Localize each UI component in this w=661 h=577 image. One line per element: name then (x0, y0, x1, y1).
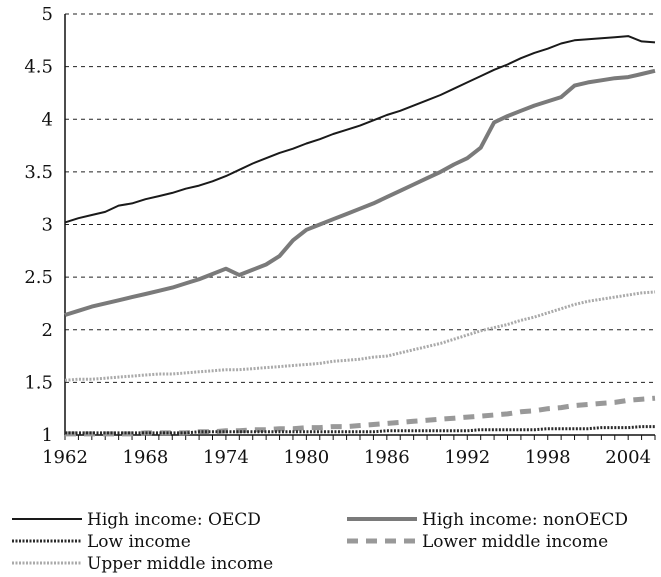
legend-label-high-income-oecd: High income: OECD (87, 510, 261, 530)
y-tick-label: 2.5 (24, 267, 53, 288)
y-tick-label: 3 (42, 215, 53, 236)
series-line-upper-middle-income (64, 290, 656, 382)
x-tick-label: 2004 (605, 447, 651, 468)
x-tick-label: 1992 (444, 447, 490, 468)
series-lines (64, 35, 656, 437)
x-tick-label: 1974 (203, 447, 249, 468)
x-tick-label: 1986 (364, 447, 410, 468)
y-tick-label: 1 (42, 425, 53, 446)
series-line-high-income-nonoecd (64, 68, 656, 317)
y-tick-labels: 1 1.5 2 2.5 3 3.5 4 4.5 5 (24, 4, 53, 446)
y-tick-label: 3.5 (24, 162, 53, 183)
series-line-low-income (65, 425, 655, 435)
y-tick-label: 2 (42, 320, 53, 341)
gridlines (65, 13, 655, 383)
y-tick-label: 4.5 (24, 57, 53, 78)
legend: High income: OECD High income: nonOECD L… (12, 510, 628, 574)
series-line-high-income-oecd (64, 35, 656, 224)
legend-label-lower-middle-income: Lower middle income (422, 532, 608, 552)
x-tick-label: 1968 (123, 447, 169, 468)
x-tick-labels: 1962 1968 1974 1980 1986 1992 1998 2004 (42, 447, 651, 468)
x-tick-label: 1980 (283, 447, 329, 468)
legend-label-upper-middle-income: Upper middle income (87, 554, 273, 574)
y-tick-label: 4 (42, 109, 53, 130)
legend-label-low-income: Low income (87, 532, 191, 552)
axes (64, 14, 656, 440)
y-tick-label: 1.5 (24, 372, 53, 393)
x-tick-label: 1962 (42, 447, 88, 468)
x-tick-label: 1998 (525, 447, 571, 468)
y-tick-label: 5 (42, 4, 53, 25)
legend-label-high-income-nonoecd: High income: nonOECD (422, 510, 628, 530)
